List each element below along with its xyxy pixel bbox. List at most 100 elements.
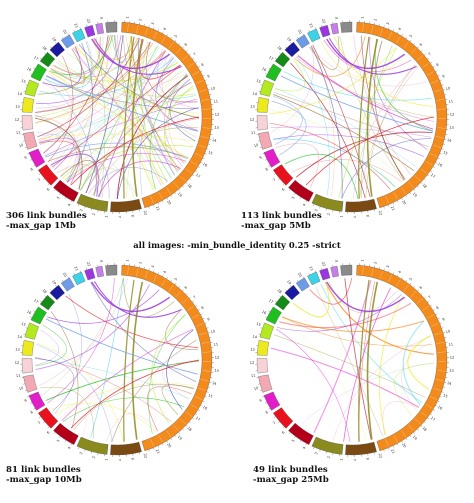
scale-tick — [441, 391, 444, 393]
chromosome-ideogram — [72, 271, 86, 286]
scale-tick — [38, 416, 41, 418]
scale-tick — [47, 426, 50, 429]
scale-tick — [157, 202, 159, 205]
link-bundle — [39, 82, 192, 145]
chromosome-ideogram — [21, 340, 35, 356]
link-bundle — [270, 109, 405, 181]
panel-caption-1mb: 306 link bundles -max_gap 1Mb — [6, 211, 87, 231]
link-bundle — [106, 413, 159, 442]
cytoband-stripe — [158, 192, 163, 200]
scale-tick — [413, 43, 416, 45]
cytoband-stripe — [166, 430, 172, 438]
cytoband-stripe — [408, 424, 414, 432]
caption-bundle-count: 113 link bundles — [241, 211, 322, 221]
chromosome-ideogram — [38, 164, 59, 186]
cytoband-stripe — [196, 323, 204, 327]
chromosome-ideogram — [49, 284, 65, 301]
scale-labels: 12345678910111213141516171819202122XY123… — [15, 259, 220, 462]
chromosome-ideogram — [330, 22, 339, 35]
scale-tick — [313, 447, 315, 450]
chromosome-label: 22 — [378, 453, 383, 459]
circos-panel-max-gap-10mb: 12345678910111213141516171819202122XY123… — [15, 259, 220, 462]
scale-tick — [274, 300, 277, 303]
chromosome-label: 22 — [143, 210, 148, 216]
scale-tick — [288, 189, 291, 191]
cytoband-stripe — [435, 136, 444, 139]
scale-tick — [170, 438, 173, 441]
chromosome-label: 15 — [21, 322, 27, 327]
scale-tick — [314, 27, 316, 30]
chromosome-label: X — [130, 214, 134, 218]
link-bundle — [291, 159, 403, 183]
chromosome-label: 17 — [268, 55, 274, 61]
chromosome-ideogram — [53, 179, 79, 202]
link-bundle — [98, 50, 166, 198]
cytoband-stripe — [181, 55, 189, 61]
chromosome-ideogram — [72, 28, 86, 43]
scale-tick — [182, 289, 184, 292]
scale-tick — [282, 183, 285, 186]
chromosome-label: 10 — [210, 329, 216, 334]
link-bundle — [341, 138, 432, 199]
link-bundle — [145, 41, 198, 103]
link-bundle — [51, 65, 181, 168]
scale-tick — [202, 400, 205, 402]
link-bundle-major — [93, 37, 182, 75]
scale-tick — [413, 189, 416, 191]
chromosome-label: 1 — [126, 16, 130, 19]
cytoband-stripe — [422, 62, 430, 68]
scale-tick — [443, 143, 446, 145]
chromosome-ideogram — [345, 441, 377, 456]
chromosome-label: 9 — [24, 398, 28, 403]
link-bundle — [72, 47, 180, 172]
chromosome-label: 14 — [17, 334, 23, 339]
link-bundle-major — [131, 38, 144, 197]
scale-tick — [178, 432, 181, 434]
scale-tick — [401, 277, 403, 280]
scale-tick — [268, 165, 271, 167]
chromosome-label: 2 — [327, 213, 331, 216]
scale-tick — [392, 29, 394, 32]
cytoband-stripe — [408, 181, 414, 189]
scale-tick — [170, 36, 173, 39]
scale-tick — [388, 447, 390, 450]
scale-tick — [383, 449, 385, 452]
cytoband-stripe — [194, 396, 203, 400]
chromosome-ideogram — [265, 306, 282, 325]
scale-tick — [405, 279, 408, 282]
scale-tick — [430, 304, 433, 307]
scale-tick — [435, 405, 438, 407]
chromosome-label: 4 — [302, 445, 307, 450]
chromosome-label: X — [99, 17, 103, 21]
scale-tick — [432, 166, 435, 168]
scale-tick — [33, 165, 36, 167]
cytoband-stripe — [175, 48, 182, 55]
cytoband-stripe — [194, 153, 203, 157]
chromosome-ideogram — [258, 374, 273, 393]
scale-tick — [206, 148, 209, 150]
chromosome-ideogram — [259, 79, 274, 97]
scale-tick — [427, 417, 430, 420]
chromosome-ideogram — [311, 436, 344, 455]
scale-tick — [182, 428, 184, 431]
chromosome-label: 20 — [62, 272, 68, 279]
scale-tick — [265, 73, 268, 75]
scale-tick — [288, 432, 291, 434]
cytoband-stripe — [185, 168, 193, 174]
scale-tick — [305, 200, 307, 203]
link-bundle — [281, 317, 368, 441]
chromosome-label: 22 — [321, 18, 326, 24]
scale-tick — [325, 451, 327, 454]
chromosome-label: 6 — [419, 285, 424, 290]
scale-tick — [148, 25, 150, 28]
link-bundle — [139, 56, 173, 196]
chromosome-label: 3 — [314, 452, 319, 456]
cytoband-stripe — [181, 298, 189, 304]
link-bundle — [77, 167, 135, 198]
link-bundle — [139, 39, 181, 80]
chromosome-label: 5 — [291, 196, 296, 200]
scale-tick — [148, 449, 150, 452]
scale-tick — [189, 178, 191, 181]
scale-tick — [43, 178, 45, 181]
link-bundle — [48, 70, 189, 159]
